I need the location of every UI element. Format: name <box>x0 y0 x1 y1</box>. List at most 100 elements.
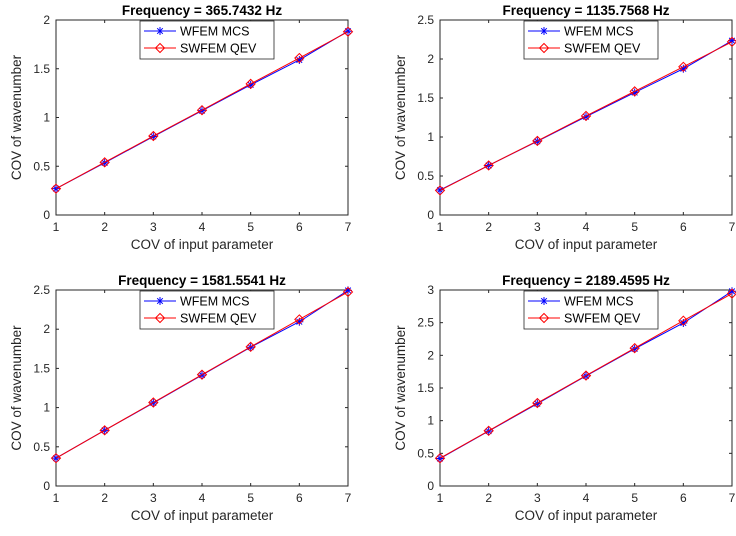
x-tick-label: 3 <box>534 491 541 505</box>
y-tick-label: 0.5 <box>33 440 50 454</box>
legend-label: SWFEM QEV <box>564 312 641 326</box>
data-point-swfem-qev <box>99 425 110 436</box>
x-tick-label: 1 <box>53 220 60 234</box>
data-point-wfem-mcs <box>582 112 590 121</box>
data-point-swfem-qev <box>245 78 256 90</box>
y-tick-label: 1 <box>427 414 434 428</box>
x-tick-label: 5 <box>247 220 254 234</box>
data-point-swfem-qev <box>342 26 354 37</box>
legend-marker-asterisk <box>540 297 548 305</box>
x-tick-label: 7 <box>729 220 736 234</box>
y-tick-label: 1.5 <box>33 62 50 76</box>
legend-label: WFEM MCS <box>180 295 249 309</box>
data-point-wfem-mcs <box>728 287 736 296</box>
legend-marker-diamond <box>154 42 166 54</box>
data-point-swfem-qev <box>148 397 159 408</box>
legend-marker-asterisk <box>540 27 548 35</box>
x-tick-label: 7 <box>345 220 352 234</box>
chart-panel-2: 1 2 3 4 5 6 7 0 0.5 1 1.5 2 2.5 COV of input paramete… <box>393 3 736 252</box>
y-tick-label: 2 <box>427 52 434 66</box>
data-point-swfem-qev <box>483 160 494 171</box>
data-point-wfem-mcs <box>679 318 688 327</box>
y-tick-label: 0.5 <box>417 169 434 183</box>
y-tick-label: 3 <box>427 283 434 297</box>
data-point-wfem-mcs <box>344 27 352 36</box>
legend-label: SWFEM QEV <box>564 42 641 56</box>
data-point-swfem-qev <box>629 342 640 354</box>
legend: WFEM MCS SWFEM QEV <box>139 290 275 330</box>
x-tick-label: 1 <box>437 491 444 505</box>
data-point-swfem-qev <box>196 104 208 116</box>
y-tick-label: 1.5 <box>417 91 434 105</box>
legend-box <box>523 20 659 60</box>
legend-label: WFEM MCS <box>564 295 633 309</box>
x-tick-label: 5 <box>631 220 638 234</box>
data-point-wfem-mcs <box>630 88 639 97</box>
data-point-wfem-mcs <box>344 286 352 295</box>
legend-marker-asterisk <box>156 297 164 305</box>
data-point-wfem-mcs <box>246 80 255 89</box>
x-tick-label: 4 <box>199 220 206 234</box>
data-point-swfem-qev <box>532 135 543 147</box>
legend-label: SWFEM QEV <box>180 42 257 56</box>
data-point-swfem-qev <box>726 36 736 48</box>
y-tick-label: 2 <box>43 322 50 336</box>
chart-panel-1: 1 2 3 4 5 6 7 0 0.5 1 1.5 2 COV of input parameter CO… <box>9 3 354 252</box>
legend-marker-diamond <box>538 42 550 54</box>
chart-title: Frequency = 1135.7568 Hz <box>503 3 670 18</box>
x-tick-label: 3 <box>150 220 157 234</box>
x-tick-label: 7 <box>345 491 352 505</box>
data-point-wfem-mcs <box>436 454 444 463</box>
data-point-swfem-qev <box>532 397 543 409</box>
x-tick-label: 2 <box>101 220 108 234</box>
x-tick-label: 4 <box>199 491 206 505</box>
x-tick-label: 5 <box>247 491 254 505</box>
x-tick-label: 1 <box>437 220 444 234</box>
data-point-swfem-qev <box>196 369 208 380</box>
chart-panel-3: 1 2 3 4 5 6 7 0 0.5 1 1.5 2 2.5 COV of input paramete… <box>9 273 354 523</box>
x-axis-label: COV of input parameter <box>131 508 274 523</box>
x-tick-label: 5 <box>631 491 638 505</box>
legend-label: SWFEM QEV <box>180 312 257 326</box>
data-point-swfem-qev <box>342 286 354 298</box>
chart-panel-4: 1 2 3 4 5 6 7 0 0.5 1 1.5 2 2.5 3 COV of input paramet… <box>393 273 736 523</box>
data-point-swfem-qev <box>726 288 736 299</box>
chart-title: Frequency = 1581.5541 Hz <box>118 273 286 288</box>
data-point-swfem-qev <box>629 86 640 97</box>
y-tick-label: 2 <box>43 13 50 27</box>
data-point-swfem-qev <box>245 341 256 353</box>
legend-label: WFEM MCS <box>180 25 249 39</box>
x-tick-label: 6 <box>680 491 687 505</box>
x-tick-label: 1 <box>53 491 60 505</box>
data-point-swfem-qev <box>483 425 494 437</box>
y-tick-label: 1 <box>43 401 50 415</box>
x-tick-label: 2 <box>485 491 492 505</box>
y-tick-label: 1 <box>43 111 50 125</box>
chart-title: Frequency = 365.7432 Hz <box>122 3 282 18</box>
data-point-swfem-qev <box>434 185 446 196</box>
y-tick-label: 0 <box>43 208 50 222</box>
data-point-wfem-mcs <box>295 317 304 326</box>
data-point-swfem-qev <box>50 452 62 464</box>
chart-title: Frequency = 2189.4595 Hz <box>502 273 670 288</box>
x-tick-label: 2 <box>485 220 492 234</box>
x-tick-label: 6 <box>680 220 687 234</box>
data-point-swfem-qev <box>678 61 689 73</box>
data-point-swfem-qev <box>580 110 592 122</box>
legend-box <box>139 20 275 60</box>
y-tick-label: 1 <box>427 130 434 144</box>
legend-box <box>139 290 275 330</box>
x-axis-label: COV of input parameter <box>131 237 274 252</box>
x-tick-label: 4 <box>583 491 590 505</box>
y-tick-label: 0.5 <box>33 159 50 173</box>
x-tick-label: 3 <box>150 491 157 505</box>
legend-marker-asterisk <box>156 27 164 35</box>
y-tick-label: 0 <box>427 208 434 222</box>
y-tick-label: 1.5 <box>33 361 50 375</box>
data-point-wfem-mcs <box>295 55 304 64</box>
y-tick-label: 2.5 <box>33 283 50 297</box>
y-axis-label: COV of wavenumber <box>9 54 24 180</box>
data-point-swfem-qev <box>434 453 446 464</box>
y-tick-label: 0 <box>427 479 434 493</box>
